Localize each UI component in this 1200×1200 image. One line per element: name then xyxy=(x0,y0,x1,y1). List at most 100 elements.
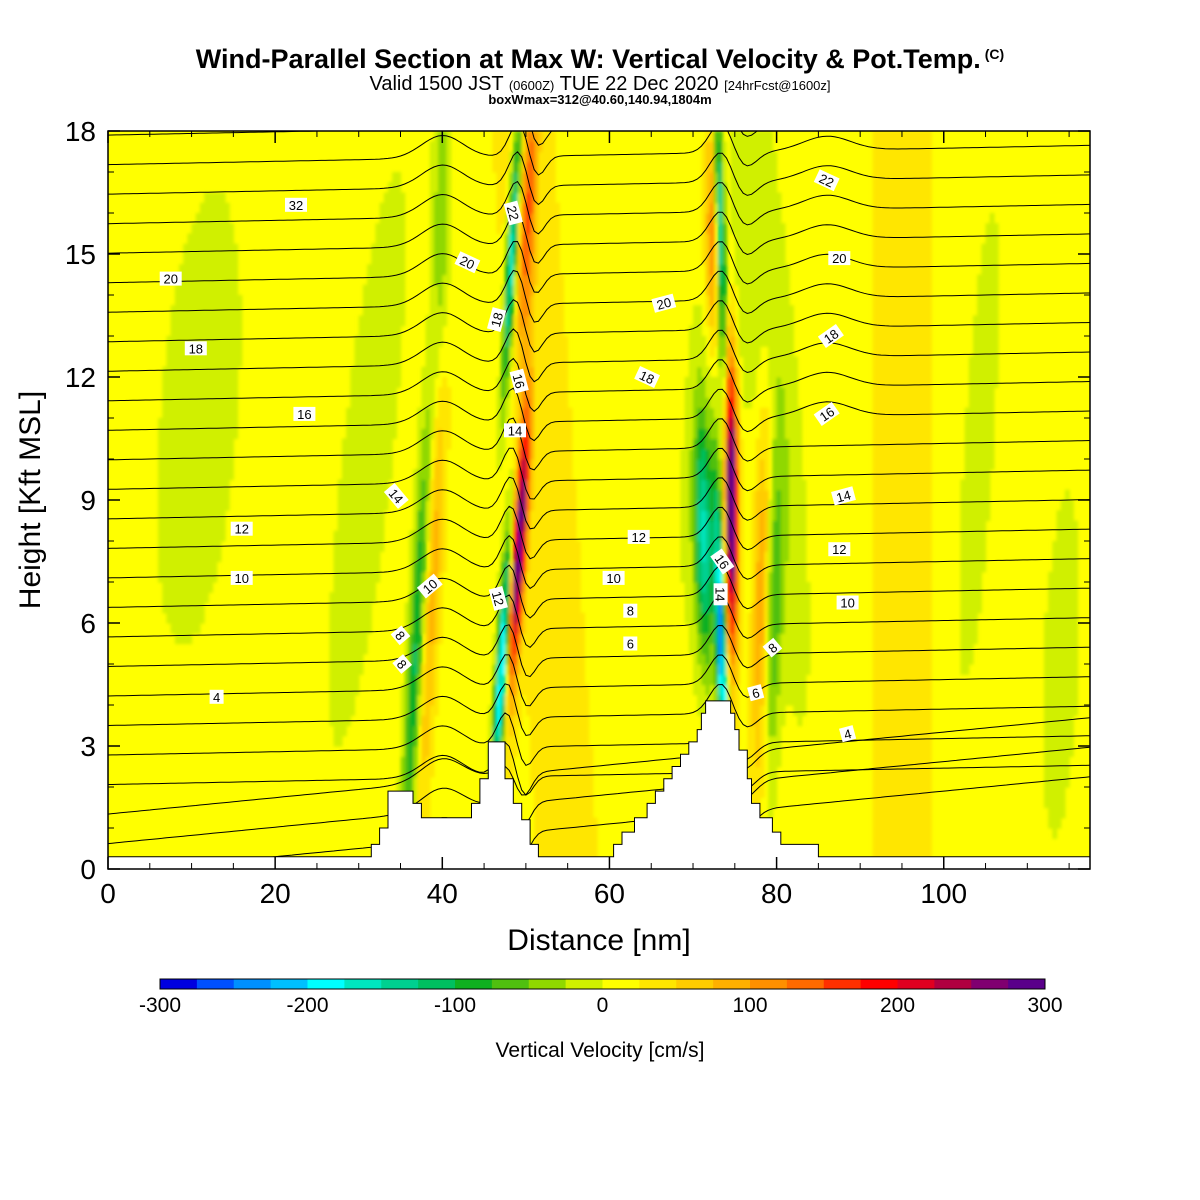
velocity-cell xyxy=(216,489,222,501)
velocity-cell xyxy=(517,407,523,419)
velocity-cell xyxy=(897,254,903,265)
velocity-cell xyxy=(538,264,544,276)
velocity-cell xyxy=(354,397,360,409)
velocity-cell xyxy=(229,233,234,245)
velocity-cell xyxy=(550,428,556,440)
velocity-cell xyxy=(881,807,886,819)
velocity-cell xyxy=(158,500,163,511)
velocity-cell xyxy=(889,141,895,153)
velocity-cell xyxy=(776,694,782,706)
velocity-cell xyxy=(693,407,698,419)
velocity-cell xyxy=(413,735,418,747)
velocity-cell xyxy=(734,264,740,276)
velocity-cell xyxy=(534,223,540,235)
velocity-cell xyxy=(421,694,427,706)
velocity-cell xyxy=(174,541,180,552)
velocity-cell xyxy=(383,356,389,368)
velocity-cell xyxy=(166,346,172,358)
velocity-cell xyxy=(730,141,736,153)
velocity-cell xyxy=(204,202,209,214)
velocity-cell xyxy=(718,336,723,347)
velocity-cell xyxy=(337,612,343,624)
velocity-cell xyxy=(525,346,531,358)
velocity-cell xyxy=(174,561,180,573)
velocity-cell xyxy=(525,407,531,419)
velocity-cell xyxy=(191,397,197,409)
velocity-cell xyxy=(542,746,548,757)
velocity-cell xyxy=(555,848,560,860)
velocity-cell xyxy=(212,274,218,286)
velocity-cell xyxy=(697,623,702,634)
velocity-cell xyxy=(755,172,761,183)
velocity-cell xyxy=(571,664,577,675)
velocity-cell xyxy=(342,500,347,511)
velocity-cell xyxy=(400,735,406,747)
velocity-cell xyxy=(738,602,744,614)
velocity-cell xyxy=(768,561,774,573)
velocity-cell xyxy=(158,459,163,470)
velocity-cell xyxy=(901,735,907,747)
velocity-cell xyxy=(684,582,690,593)
velocity-cell xyxy=(555,766,560,778)
velocity-cell xyxy=(772,192,778,204)
velocity-cell xyxy=(722,418,728,429)
velocity-cell xyxy=(893,151,899,163)
velocity-cell xyxy=(212,407,218,419)
velocity-cell xyxy=(789,448,794,460)
velocity-cell xyxy=(793,469,799,481)
velocity-cell xyxy=(768,315,774,327)
velocity-cell xyxy=(584,838,590,850)
velocity-cell xyxy=(400,202,406,214)
velocity-cell xyxy=(751,643,757,655)
velocity-cell xyxy=(525,623,531,634)
velocity-cell xyxy=(354,633,360,645)
velocity-cell xyxy=(546,807,552,819)
velocity-cell xyxy=(379,438,385,450)
velocity-cell xyxy=(187,397,193,409)
velocity-cell xyxy=(726,366,732,378)
velocity-cell xyxy=(709,469,715,481)
velocity-cell xyxy=(734,182,740,194)
velocity-cell xyxy=(530,520,535,532)
velocity-cell xyxy=(429,684,435,696)
velocity-cell xyxy=(730,643,736,655)
velocity-cell xyxy=(187,407,193,419)
velocity-cell xyxy=(789,479,794,491)
velocity-cell xyxy=(713,377,719,388)
velocity-cell xyxy=(208,254,214,265)
velocity-cell xyxy=(446,223,452,235)
velocity-cell xyxy=(743,233,748,245)
velocity-cell xyxy=(530,418,535,429)
velocity-cell xyxy=(893,715,899,727)
velocity-cell xyxy=(237,305,243,317)
velocity-cell xyxy=(517,633,523,645)
velocity-cell xyxy=(204,428,209,440)
velocity-cell xyxy=(793,520,799,532)
velocity-cell xyxy=(730,397,736,409)
velocity-cell xyxy=(408,582,414,593)
velocity-cell xyxy=(525,264,531,276)
velocity-cell xyxy=(709,264,715,276)
velocity-cell xyxy=(688,418,694,429)
velocity-cell xyxy=(429,172,435,183)
velocity-cell xyxy=(713,459,719,470)
velocity-cell xyxy=(183,428,188,440)
velocity-cell xyxy=(433,264,439,276)
velocity-cell xyxy=(559,838,565,850)
velocity-cell xyxy=(755,243,761,255)
velocity-cell xyxy=(759,479,765,491)
velocity-cell xyxy=(199,520,205,532)
velocity-cell xyxy=(563,387,569,399)
velocity-cell xyxy=(174,336,180,347)
velocity-cell xyxy=(705,233,711,245)
velocity-cell xyxy=(438,397,443,409)
velocity-cell xyxy=(768,520,774,532)
velocity-cell xyxy=(367,315,372,327)
velocity-cell xyxy=(751,254,757,265)
velocity-cell xyxy=(789,428,794,440)
velocity-cell xyxy=(513,141,519,153)
velocity-cell xyxy=(688,551,694,563)
velocity-cell xyxy=(776,541,782,552)
velocity-cell xyxy=(438,223,443,235)
velocity-cell xyxy=(743,254,748,265)
